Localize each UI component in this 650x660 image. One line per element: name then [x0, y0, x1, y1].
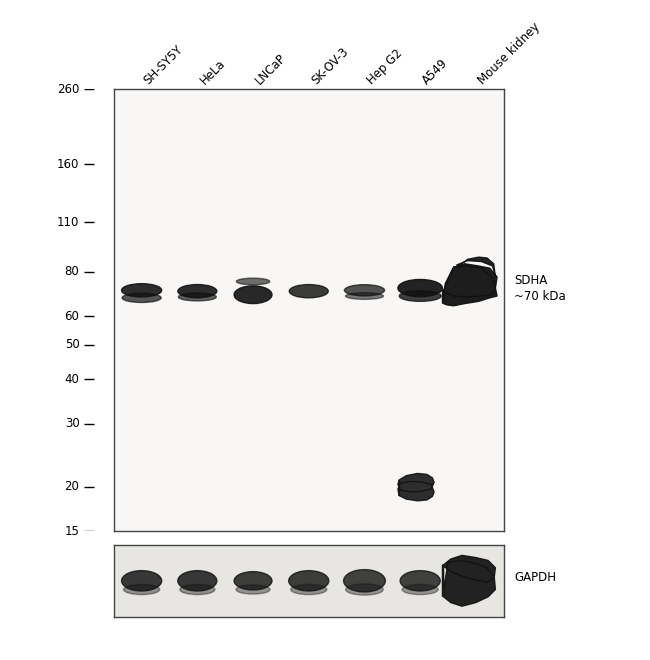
- Ellipse shape: [398, 279, 443, 297]
- Ellipse shape: [236, 585, 270, 594]
- Ellipse shape: [344, 284, 385, 296]
- Ellipse shape: [346, 584, 384, 595]
- Text: 30: 30: [65, 417, 79, 430]
- Text: HeLa: HeLa: [198, 57, 228, 88]
- Text: SK-OV-3: SK-OV-3: [309, 46, 351, 88]
- Text: 260: 260: [57, 82, 79, 96]
- Ellipse shape: [234, 572, 272, 590]
- Ellipse shape: [291, 585, 327, 595]
- Text: 110: 110: [57, 216, 79, 229]
- Ellipse shape: [122, 571, 162, 591]
- Ellipse shape: [122, 293, 161, 302]
- Polygon shape: [456, 257, 495, 277]
- Ellipse shape: [399, 291, 441, 302]
- Ellipse shape: [289, 571, 329, 591]
- Polygon shape: [443, 264, 497, 306]
- Ellipse shape: [178, 293, 216, 301]
- Text: SH-SY5Y: SH-SY5Y: [142, 44, 186, 88]
- Text: GAPDH: GAPDH: [514, 571, 556, 583]
- Text: 50: 50: [65, 338, 79, 351]
- Ellipse shape: [237, 278, 270, 284]
- Ellipse shape: [124, 585, 160, 595]
- Text: Mouse kidney: Mouse kidney: [476, 20, 543, 88]
- Text: 40: 40: [64, 373, 79, 385]
- Polygon shape: [398, 473, 434, 501]
- Ellipse shape: [400, 571, 440, 591]
- Text: 160: 160: [57, 158, 79, 171]
- Ellipse shape: [180, 585, 215, 595]
- Ellipse shape: [344, 570, 385, 592]
- Ellipse shape: [289, 284, 328, 298]
- Ellipse shape: [178, 284, 217, 298]
- Text: LNCaP: LNCaP: [253, 51, 289, 88]
- Ellipse shape: [178, 571, 217, 591]
- Ellipse shape: [346, 293, 384, 300]
- Text: 80: 80: [65, 265, 79, 279]
- Text: 15: 15: [64, 525, 79, 538]
- Text: A549: A549: [420, 57, 451, 88]
- Ellipse shape: [122, 284, 162, 297]
- Ellipse shape: [402, 585, 438, 595]
- Ellipse shape: [234, 286, 272, 304]
- Text: 20: 20: [64, 480, 79, 493]
- Text: 60: 60: [64, 310, 79, 323]
- Polygon shape: [443, 556, 495, 606]
- Text: Hep G2: Hep G2: [365, 48, 405, 88]
- Text: SDHA
~70 kDa: SDHA ~70 kDa: [514, 274, 566, 302]
